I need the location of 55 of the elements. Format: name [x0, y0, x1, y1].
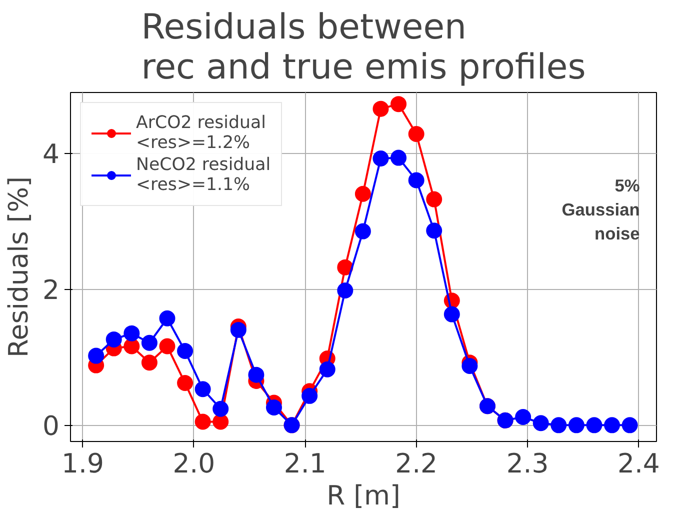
- point: [194, 414, 211, 430]
- point: [532, 415, 549, 432]
- point: [354, 223, 371, 240]
- point: [212, 414, 229, 430]
- point: [194, 381, 211, 398]
- point: [462, 358, 478, 374]
- point: [408, 126, 424, 142]
- y-tick-label: 2: [42, 275, 60, 306]
- point: [337, 282, 354, 298]
- point: [604, 417, 620, 434]
- point: [372, 150, 389, 166]
- y-axis-title: Residuals [%]: [4, 176, 35, 358]
- point: [622, 417, 638, 434]
- point: [426, 222, 442, 239]
- x-tick-label: 1.9: [62, 448, 104, 480]
- point: [568, 417, 584, 434]
- chart-title: Residuals between rec and true emis profiles: [141, 8, 586, 88]
- point: [444, 306, 460, 322]
- x-axis-title: R [m]: [326, 480, 400, 512]
- point: [88, 348, 104, 364]
- x-tick-label: 2.4: [618, 448, 660, 480]
- point: [159, 338, 176, 354]
- point: [124, 325, 140, 342]
- annotation: 5% Gaussian noise: [562, 176, 640, 244]
- point: [212, 400, 229, 417]
- x-tick-label: 2.3: [506, 448, 549, 480]
- x-tick-label: 2.0: [172, 448, 216, 480]
- point: [550, 417, 567, 434]
- y-tick-label: 0: [42, 411, 60, 442]
- point: [390, 96, 407, 112]
- x-tick-label: 2.2: [395, 448, 438, 480]
- legend-label: ArCO2 residual <res>=1.2%: [136, 113, 266, 153]
- point: [124, 338, 140, 354]
- point: [266, 400, 282, 416]
- legend-label: NeCO2 residual <res>=1.1%: [136, 155, 271, 195]
- point: [248, 366, 264, 383]
- point: [177, 343, 194, 360]
- point: [515, 409, 532, 425]
- point: [426, 191, 442, 208]
- point: [302, 388, 318, 404]
- point: [159, 310, 176, 326]
- point: [354, 186, 371, 202]
- point: [230, 322, 246, 338]
- point: [586, 417, 602, 434]
- x-tick-label: 2.1: [284, 448, 326, 480]
- y-tick-label: 4: [42, 139, 60, 170]
- point: [390, 150, 407, 166]
- point: [372, 100, 389, 117]
- point: [319, 361, 336, 378]
- point: [141, 354, 158, 371]
- point: [408, 172, 424, 188]
- point: [337, 259, 354, 276]
- point: [106, 331, 122, 348]
- point: [141, 334, 158, 351]
- point: [177, 375, 194, 391]
